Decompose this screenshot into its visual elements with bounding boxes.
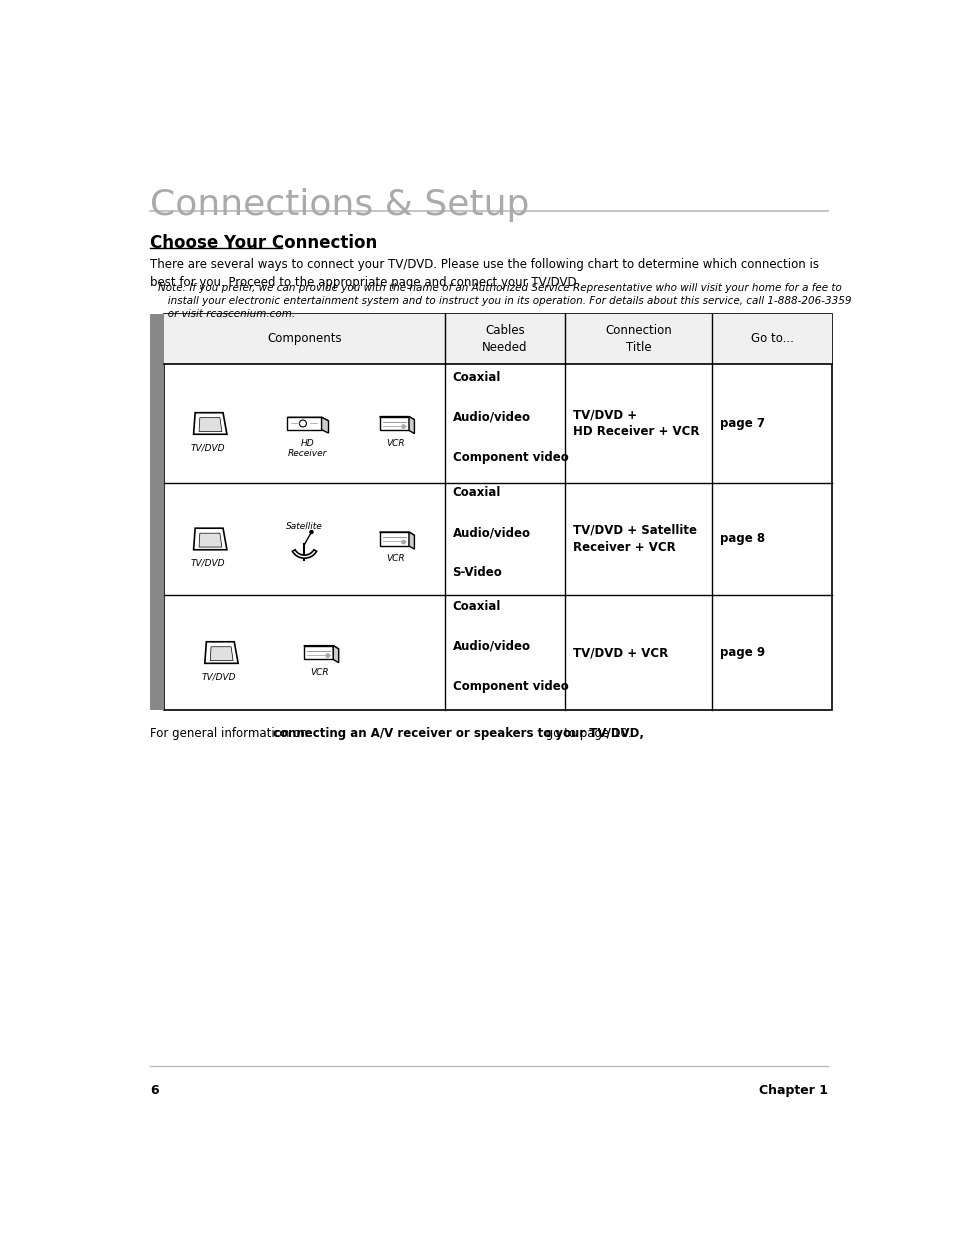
Text: Connections & Setup: Connections & Setup: [150, 188, 529, 222]
Bar: [164, 314, 831, 364]
Text: Go to...: Go to...: [750, 332, 793, 346]
Text: Cables
Needed: Cables Needed: [481, 324, 527, 353]
Text: go to page 10.: go to page 10.: [542, 727, 631, 740]
Polygon shape: [193, 529, 227, 550]
Polygon shape: [303, 646, 333, 659]
Polygon shape: [321, 417, 328, 433]
Text: page 9: page 9: [719, 646, 764, 659]
Bar: [164, 314, 831, 710]
Polygon shape: [379, 532, 414, 535]
Polygon shape: [193, 412, 227, 435]
Text: TV/DVD: TV/DVD: [190, 443, 225, 452]
Text: 6: 6: [150, 1084, 159, 1097]
Text: Choose Your Connection: Choose Your Connection: [150, 235, 377, 252]
Text: TV/DVD + Satellite
Receiver + VCR: TV/DVD + Satellite Receiver + VCR: [572, 524, 696, 555]
Text: TV/DVD +
HD Receiver + VCR: TV/DVD + HD Receiver + VCR: [572, 409, 699, 438]
Text: Chapter 1: Chapter 1: [758, 1084, 827, 1097]
Text: Satellite: Satellite: [286, 522, 322, 531]
Circle shape: [401, 541, 405, 543]
Text: TV/DVD: TV/DVD: [201, 673, 235, 682]
Text: Coaxial

Audio/video

S-Video: Coaxial Audio/video S-Video: [452, 487, 530, 579]
Polygon shape: [287, 417, 328, 421]
Text: Coaxial

Audio/video

Component video: Coaxial Audio/video Component video: [452, 600, 568, 693]
Polygon shape: [409, 532, 414, 550]
Text: HD
Receiver: HD Receiver: [288, 438, 327, 458]
Polygon shape: [379, 416, 414, 420]
Polygon shape: [303, 646, 338, 648]
Text: TV/DVD + VCR: TV/DVD + VCR: [572, 646, 667, 659]
Polygon shape: [379, 416, 409, 431]
Wedge shape: [293, 550, 316, 558]
Text: VCR: VCR: [311, 668, 329, 677]
Polygon shape: [333, 646, 338, 663]
Text: connecting an A/V receiver or speakers to your TV/DVD,: connecting an A/V receiver or speakers t…: [273, 727, 643, 740]
Bar: [150, 314, 164, 710]
Text: There are several ways to connect your TV/DVD. Please use the following chart to: There are several ways to connect your T…: [150, 258, 819, 289]
Polygon shape: [199, 417, 222, 431]
Text: Note: If you prefer, we can provide you with the name of an Authorized Service R: Note: If you prefer, we can provide you …: [158, 283, 851, 320]
Text: TV/DVD: TV/DVD: [190, 559, 225, 568]
Circle shape: [326, 655, 329, 657]
Text: page 7: page 7: [719, 417, 764, 430]
Polygon shape: [379, 532, 409, 546]
Text: Coaxial

Audio/video

Component video: Coaxial Audio/video Component video: [452, 370, 568, 464]
Circle shape: [401, 425, 405, 429]
Polygon shape: [199, 534, 222, 547]
Text: page 8: page 8: [719, 532, 764, 546]
Text: VCR: VCR: [386, 555, 405, 563]
Polygon shape: [210, 647, 233, 661]
Text: For general information on: For general information on: [150, 727, 312, 740]
Text: Connection
Title: Connection Title: [604, 324, 671, 353]
Text: VCR: VCR: [386, 438, 405, 448]
Circle shape: [310, 531, 313, 534]
Polygon shape: [205, 642, 238, 663]
Text: Components: Components: [267, 332, 341, 346]
Polygon shape: [287, 417, 321, 430]
Polygon shape: [409, 416, 414, 433]
